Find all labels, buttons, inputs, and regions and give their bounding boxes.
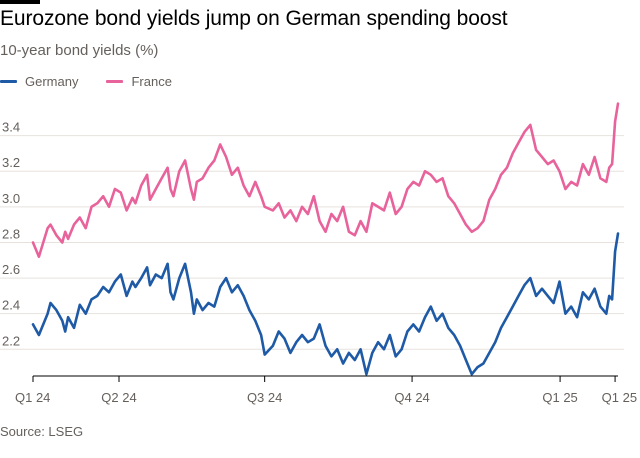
series-line-france [31,102,620,258]
y-tick-label: 2.4 [2,298,20,313]
y-tick-label: 3.2 [2,155,20,170]
x-tick-label: Q3 24 [247,390,282,405]
y-tick-label: 2.2 [2,333,20,348]
chart-title: Eurozone bond yields jump on German spen… [0,7,508,30]
series-line-germany [31,232,620,376]
legend-swatch-germany [0,79,17,83]
chart-subtitle: 10-year bond yields (%) [0,42,159,59]
legend-label-germany: Germany [25,73,79,89]
legend-item-france: France [106,73,172,89]
x-tick-label: Q1 25 [542,390,577,405]
legend-swatch-france [106,79,124,83]
legend-item-germany: Germany [0,74,78,89]
brand-bar [0,0,40,4]
y-tick-label: 3.4 [2,120,20,135]
y-tick-label: 2.6 [2,262,20,277]
x-tick-label: Q1 24 [15,390,50,405]
legend: Germany France [0,72,200,90]
y-tick-label: 2.8 [2,226,20,241]
x-tick-label: Q4 24 [394,390,429,405]
source-note: Source: LSEG [0,424,84,439]
x-tick-label: Q1 25 [602,390,637,405]
legend-label-france: France [131,73,172,89]
x-tick-label: Q2 24 [101,390,136,405]
y-tick-label: 3.0 [2,191,20,206]
